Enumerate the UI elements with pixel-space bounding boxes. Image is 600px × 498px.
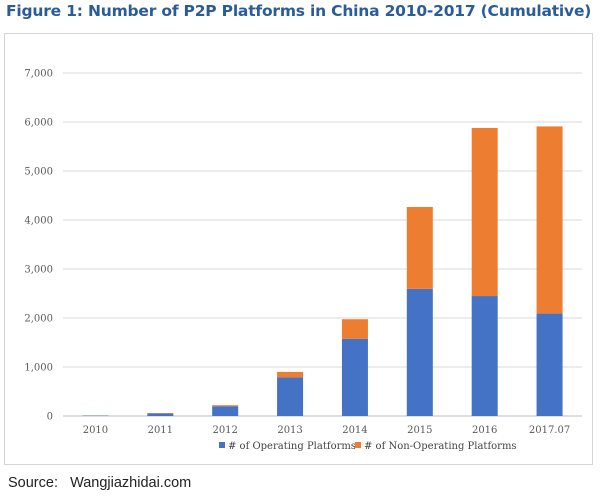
x-tick-label: 2013 xyxy=(277,425,302,436)
bar-operating xyxy=(212,406,239,416)
x-tick-label: 2017.07 xyxy=(529,425,570,436)
bar-operating xyxy=(471,296,498,416)
y-tick-label: 1,000 xyxy=(24,363,53,374)
bar-non-operating xyxy=(277,371,304,378)
source-value: Wangjiazhidai.com xyxy=(70,475,192,491)
x-tick-label: 2010 xyxy=(83,425,108,436)
chart-frame: 0 1,000 2,000 3,000 4,000 5,000 6,000 7,000 2010… xyxy=(4,33,593,465)
x-tick-label: 2016 xyxy=(472,425,497,436)
bar-non-operating xyxy=(471,127,498,297)
x-tick-label: 2011 xyxy=(148,425,173,436)
bar-operating xyxy=(147,413,174,416)
y-tick-label: 3,000 xyxy=(24,265,53,276)
bar-operating xyxy=(341,338,368,416)
legend-label-operating: # of Operating Platforms xyxy=(228,441,356,452)
stacked-bar-chart: 0 1,000 2,000 3,000 4,000 5,000 6,000 7,000 2010… xyxy=(24,69,582,452)
bar-non-operating xyxy=(536,126,563,314)
x-tick-label: 2014 xyxy=(342,425,367,436)
bar-non-operating xyxy=(406,207,433,289)
y-tick-label: 5,000 xyxy=(24,167,53,178)
x-tick-label: 2012 xyxy=(212,425,237,436)
y-tick-label: 6,000 xyxy=(24,118,53,129)
bar-non-operating xyxy=(341,319,368,339)
y-tick-label: 0 xyxy=(47,412,53,423)
legend-label-non-operating: # of Non-Operating Platforms xyxy=(364,441,517,452)
figure-title: Figure 1: Number of P2P Platforms in Chi… xyxy=(6,2,592,20)
source-label: Source: xyxy=(8,475,58,491)
y-tick-label: 7,000 xyxy=(24,69,53,80)
legend-swatch-non-operating xyxy=(355,442,361,448)
bar-operating xyxy=(277,377,304,416)
y-tick-label: 4,000 xyxy=(24,216,53,227)
legend-swatch-operating xyxy=(219,442,225,448)
bar-operating xyxy=(406,288,433,416)
y-tick-label: 2,000 xyxy=(24,314,53,325)
source-note: Source: Wangjiazhidai.com xyxy=(8,475,191,491)
x-tick-label: 2015 xyxy=(407,425,432,436)
bar-operating xyxy=(536,313,563,416)
bar-non-operating xyxy=(212,405,239,407)
